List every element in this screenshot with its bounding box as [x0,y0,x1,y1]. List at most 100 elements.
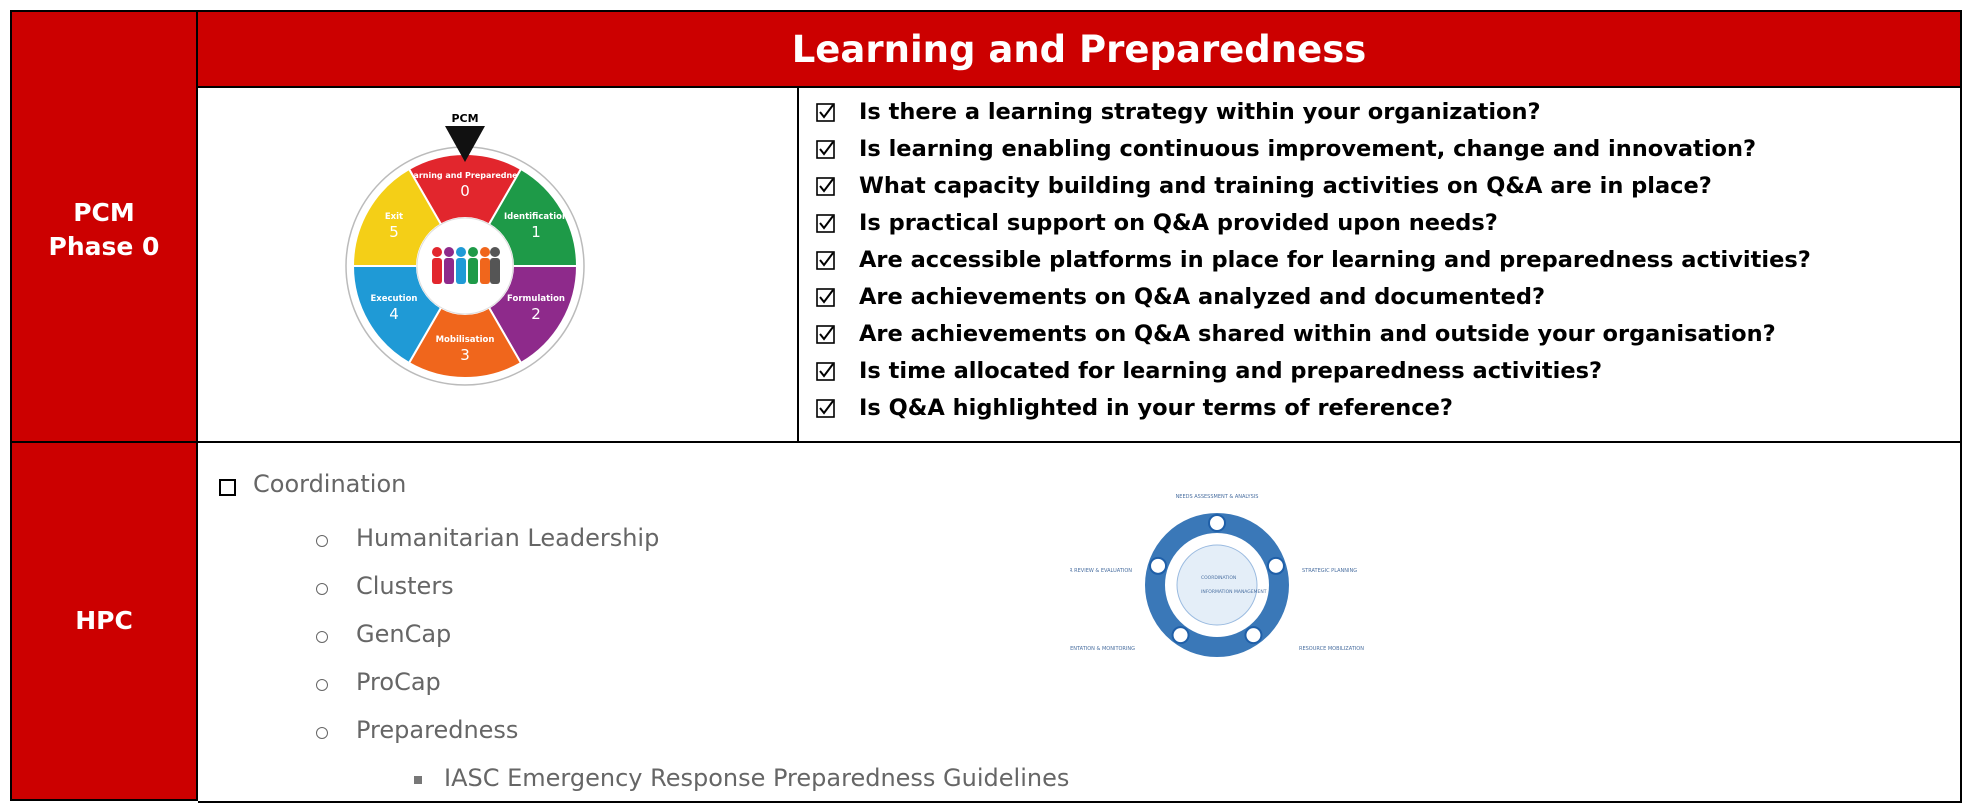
people-head [444,247,454,257]
question: Are achievements on Q&A analyzed and doc… [859,284,1546,310]
people-body [468,258,478,284]
segment-name: Formulation [507,294,565,304]
list-subsubitem: IASC Emergency Response Preparedness Gui… [444,764,1070,792]
people-head [432,247,442,257]
cycle-center-label: INFORMATION MANAGEMENT [1201,589,1267,595]
segment-name: Execution [370,294,417,304]
people-head [468,247,478,257]
cycle-stage: STRATEGIC PLANNING [1302,568,1357,574]
wheel-pointer-label: PCM [451,112,478,125]
title: Learning and Preparedness [791,27,1367,71]
segment-number: 4 [389,305,399,323]
checkbox [816,177,835,196]
people-body [456,258,466,284]
question: Is learning enabling continuous improvem… [859,136,1757,162]
question: What capacity building and training acti… [859,173,1712,199]
cycle-center [1176,544,1258,626]
checkbox-frame [816,177,835,196]
cycle-stage: OPERATIONAL PEER REVIEW & EVALUATION [1070,568,1132,574]
segment-name: Mobilisation [436,335,495,345]
cycle-stage: IMPLEMENTATION & MONITORING [1070,646,1135,652]
wheel-pointer [445,126,485,162]
segment-number: 3 [460,346,470,364]
cycle-node [1244,626,1263,645]
circle-bullet [316,679,328,691]
people-head [490,247,500,257]
question: Is Q&A highlighted in your terms of refe… [859,395,1453,421]
circle-bullet [316,631,328,643]
checkbox [816,140,835,159]
people-head [480,247,490,257]
cycle-node [1149,556,1168,575]
list-subitem: GenCap [356,620,452,648]
divider [797,86,799,443]
checkbox-tick [819,363,834,378]
row-label: PCM Phase 0 [10,196,198,264]
segment-number: 5 [389,223,399,241]
checkbox [816,325,835,344]
header: Learning and Preparedness [198,10,1962,88]
checkbox [816,288,835,307]
list-subitem: ProCap [356,668,441,696]
people-body [480,258,490,284]
row-label-line: Phase 0 [48,232,160,261]
checkbox-frame [816,399,835,418]
checkbox-tick [819,104,834,119]
cycle-node [1171,626,1190,645]
list-subitem: Preparedness [356,716,519,744]
checkbox-tick [819,400,834,415]
segment-number: 2 [531,305,541,323]
cycle-center-label: COORDINATION [1201,575,1236,581]
people-body [490,258,500,284]
checkbox-frame [816,325,835,344]
checkbox-tick [819,178,834,193]
list-subitem: Humanitarian Leadership [356,524,660,552]
square-bullet [414,776,422,784]
checkbox-tick [819,289,834,304]
question: Is time allocated for learning and prepa… [859,358,1603,384]
row-label-line: PCM [73,198,135,227]
checkbox [219,479,236,496]
people-body [432,258,442,284]
checkbox-frame [816,214,835,233]
segment-number: 1 [531,223,541,241]
cycle-node [1266,556,1285,575]
checkbox [816,251,835,270]
segment-number: 0 [460,182,470,200]
list-subitem: Clusters [356,572,454,600]
circle-bullet [316,583,328,595]
circle-bullet [316,535,328,547]
divider [10,441,198,443]
question: Is there a learning strategy within your… [859,99,1541,125]
hpc-cycle: NEEDS ASSESSMENT & ANALYSIS STRATEGIC PLA… [1070,494,1364,657]
checkbox [816,214,835,233]
checkbox [816,399,835,418]
pcm-wheel: Learning and Preparedness 0 Identification… [345,112,585,386]
checkbox-frame [816,288,835,307]
checkbox-frame [816,362,835,381]
list-item: Coordination [253,470,407,498]
segment-name: Exit [385,212,403,222]
cycle-node [1208,514,1226,532]
label-column [10,10,198,801]
question: Is practical support on Q&A provided upo… [859,210,1498,236]
people-head [456,247,466,257]
cycle-stage: NEEDS ASSESSMENT & ANALYSIS [1176,494,1259,500]
circle-bullet [316,727,328,739]
checkbox-tick [819,326,834,341]
checkbox-tick [819,215,834,230]
checkbox [816,103,835,122]
checkbox-frame [816,140,835,159]
cycle-stage: RESOURCE MOBILIZATION [1299,646,1364,652]
checkbox [816,362,835,381]
people-body [444,258,454,284]
checkbox-tick [819,252,834,267]
question: Are achievements on Q&A shared within an… [859,321,1776,347]
segment-name: Learning and Preparedness [403,171,527,180]
checkbox-frame [816,103,835,122]
segment-name: Identification [504,212,568,222]
row-label: HPC [10,604,198,638]
question: Are accessible platforms in place for le… [859,247,1811,273]
checkbox-tick [819,141,834,156]
